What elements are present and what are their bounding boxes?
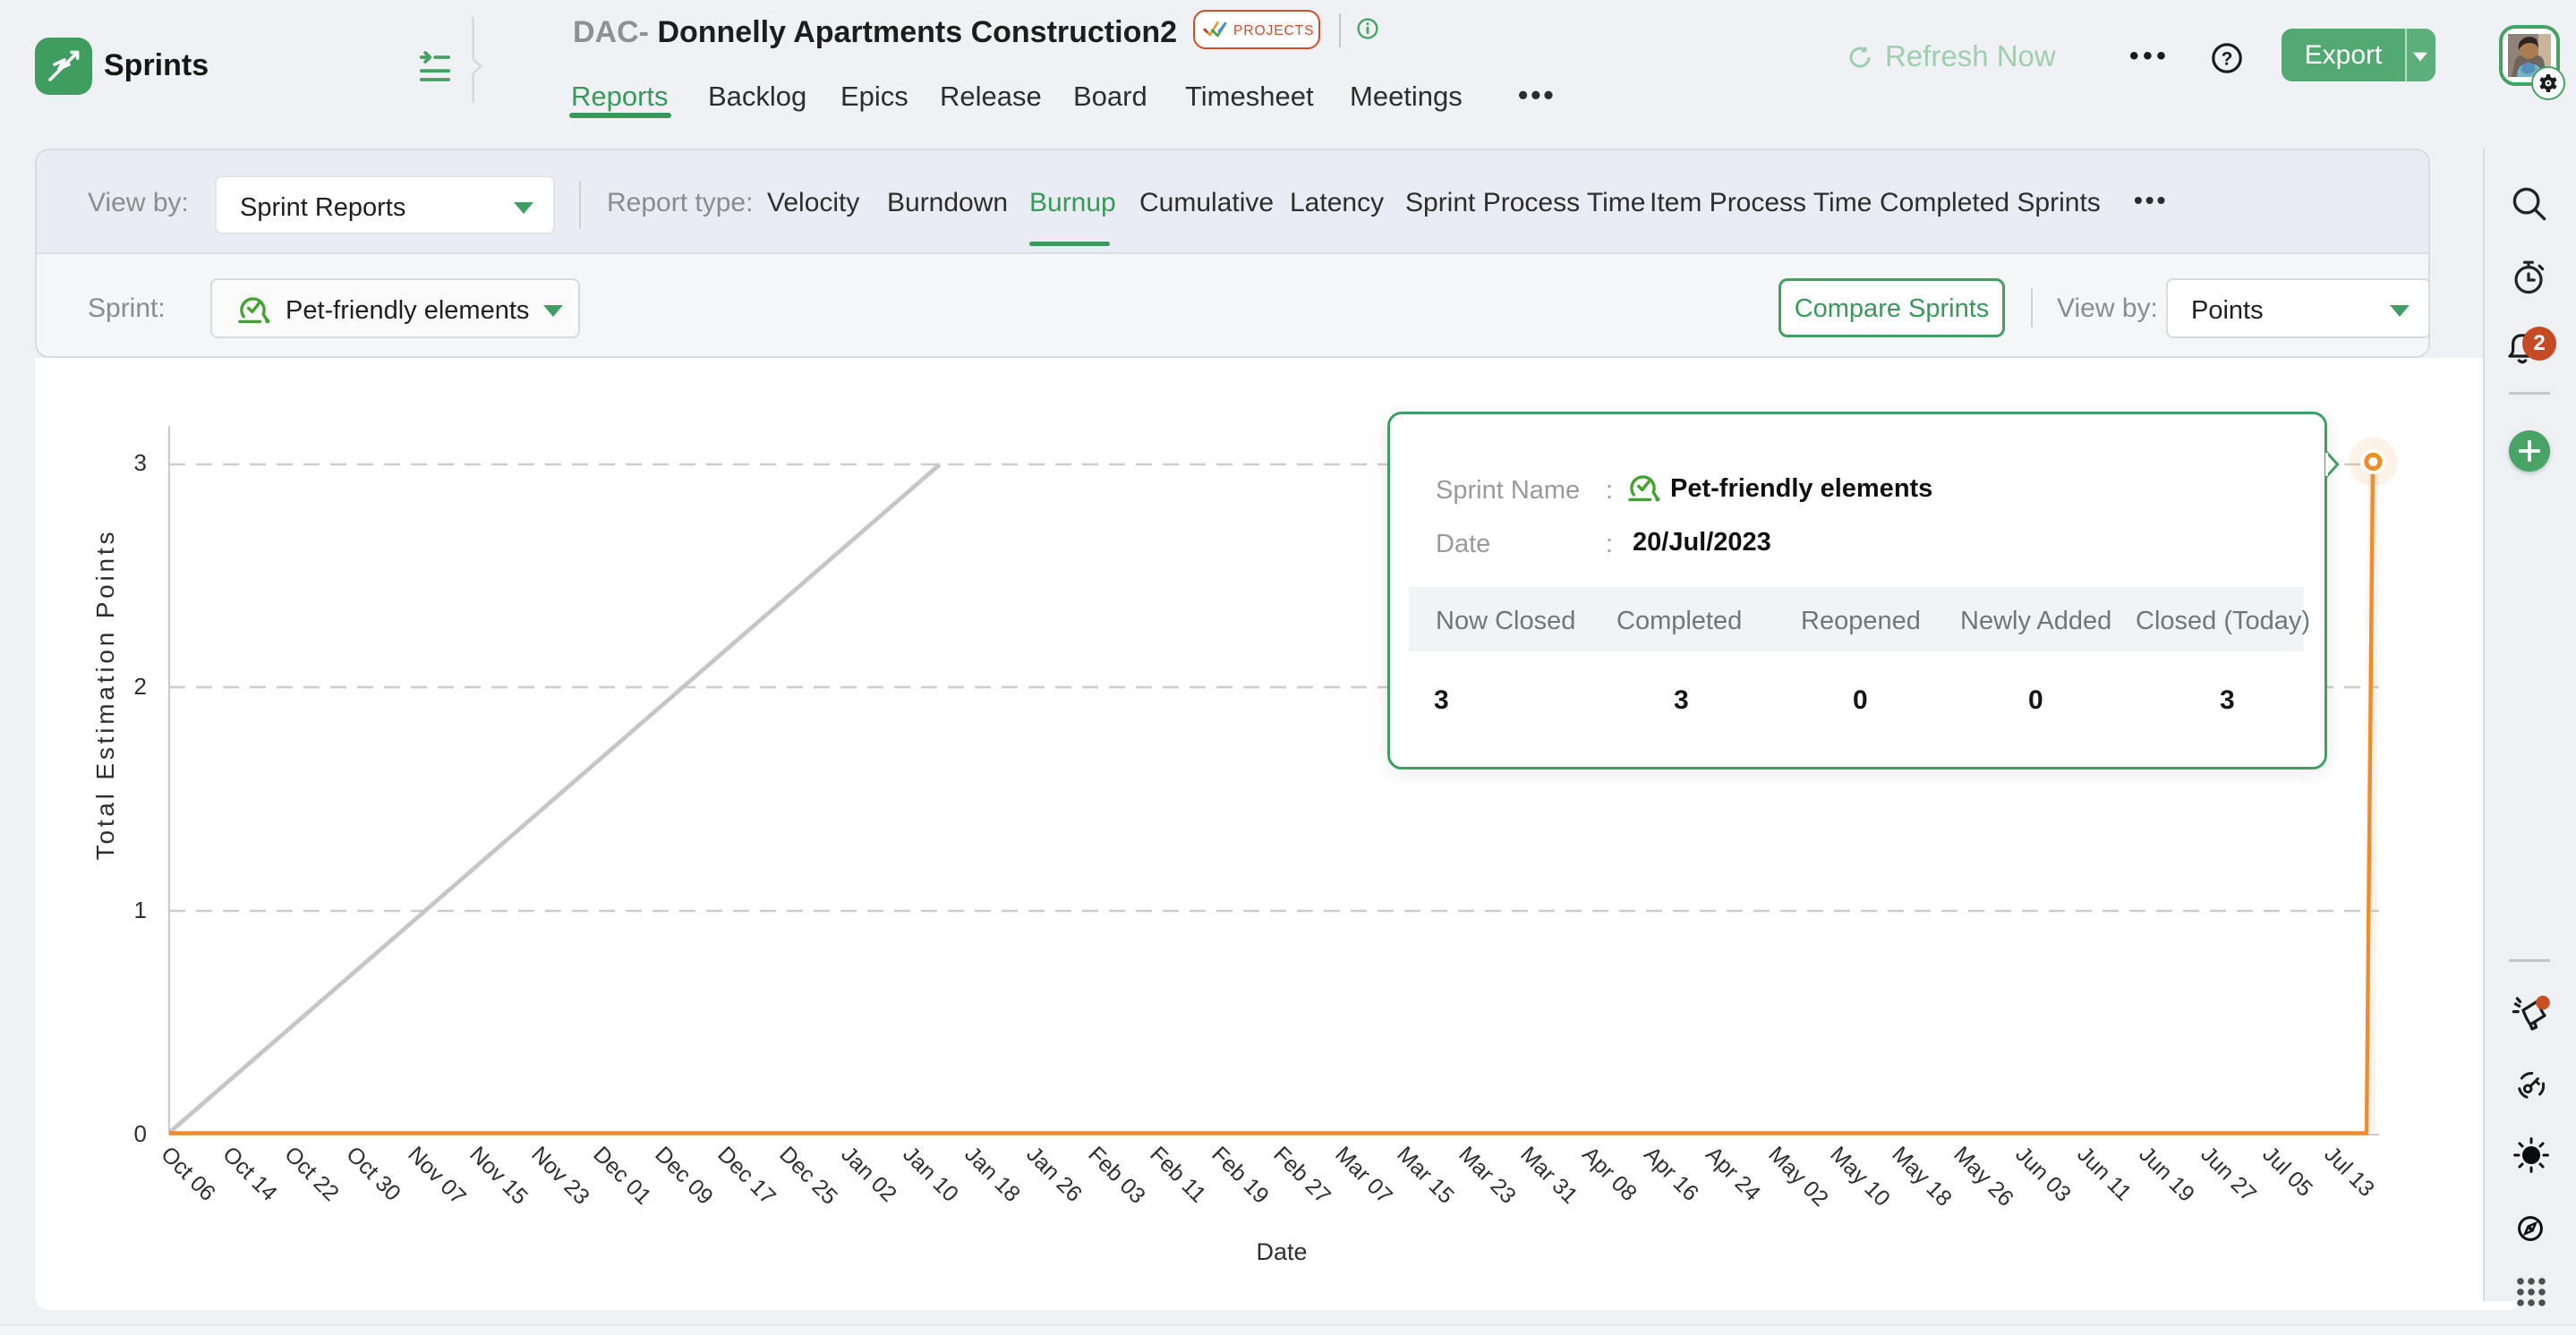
svg-text:?: ? bbox=[2222, 48, 2233, 69]
